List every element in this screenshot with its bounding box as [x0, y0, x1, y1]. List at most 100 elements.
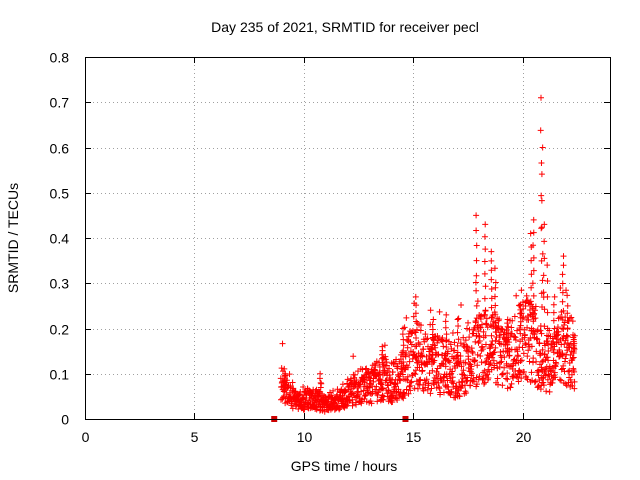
y-tick-label: 0.3	[50, 276, 70, 292]
data-point	[356, 381, 363, 388]
data-point	[450, 380, 457, 387]
data-point	[541, 340, 548, 347]
data-point	[463, 378, 470, 385]
data-point	[503, 334, 510, 341]
data-point	[399, 371, 406, 378]
data-point	[486, 361, 493, 368]
data-point	[556, 376, 563, 383]
data-point	[473, 212, 480, 219]
data-point	[504, 341, 511, 348]
data-point	[460, 334, 467, 341]
data-point	[429, 346, 436, 353]
data-point	[429, 356, 436, 363]
data-point	[461, 382, 468, 389]
data-point	[417, 376, 424, 383]
data-point	[458, 363, 465, 370]
data-point	[551, 293, 558, 300]
data-point	[455, 336, 462, 343]
data-point	[550, 317, 557, 324]
data-point	[465, 319, 472, 326]
data-point	[503, 327, 510, 334]
data-point	[542, 372, 549, 379]
data-point	[523, 341, 529, 348]
data-point	[481, 233, 488, 240]
data-point	[467, 382, 474, 389]
data-point	[515, 353, 522, 360]
data-point	[562, 380, 569, 387]
data-point	[516, 302, 523, 309]
data-point	[399, 331, 406, 338]
data-point	[499, 382, 506, 389]
data-point	[462, 337, 469, 344]
data-point	[543, 388, 550, 395]
data-point	[559, 325, 566, 332]
data-point	[503, 375, 510, 382]
data-point	[287, 384, 294, 391]
data-point	[457, 340, 464, 347]
data-point	[443, 311, 450, 318]
data-point	[353, 401, 360, 408]
data-point	[496, 316, 503, 323]
data-point	[569, 355, 576, 362]
data-point	[560, 362, 567, 369]
x-tick-label: 0	[82, 429, 90, 445]
data-point	[443, 337, 450, 344]
data-point	[401, 366, 408, 373]
data-point	[509, 317, 516, 324]
data-point	[538, 171, 545, 178]
data-point	[540, 382, 547, 389]
data-point	[541, 351, 548, 358]
data-point	[481, 295, 488, 302]
data-point	[504, 330, 511, 337]
data-point	[481, 379, 488, 386]
data-point	[527, 230, 534, 237]
data-point	[524, 324, 531, 331]
x-tick-labels: 0 5 10 15 20	[82, 429, 532, 445]
data-point	[327, 389, 333, 396]
data-point	[528, 284, 535, 291]
data-point	[530, 267, 537, 274]
data-point	[561, 322, 568, 329]
data-point	[401, 392, 408, 399]
x-axis-label: GPS time / hours	[291, 458, 398, 474]
data-point	[488, 295, 495, 302]
data-point	[501, 354, 508, 361]
data-point	[560, 326, 567, 333]
data-point	[344, 376, 351, 383]
data-point	[539, 250, 546, 257]
data-point	[530, 305, 537, 312]
data-point	[470, 378, 477, 385]
data-point	[400, 336, 407, 343]
data-point	[534, 326, 541, 333]
data-point	[545, 357, 552, 364]
data-point	[560, 307, 567, 314]
data-point	[368, 400, 375, 407]
data-point	[492, 328, 499, 335]
data-point	[381, 342, 388, 349]
data-point	[479, 346, 486, 353]
data-point	[544, 277, 551, 284]
data-point	[570, 334, 577, 341]
data-point	[540, 289, 547, 296]
data-point	[520, 350, 527, 357]
data-point	[559, 298, 566, 305]
data-point	[473, 242, 480, 249]
data-point	[478, 359, 485, 366]
x-tick-label: 5	[191, 429, 199, 445]
data-point	[491, 265, 498, 272]
data-point	[527, 335, 534, 342]
data-point	[400, 364, 407, 371]
data-point	[443, 343, 450, 350]
data-point	[538, 159, 545, 166]
data-point	[525, 316, 532, 323]
data-point	[550, 338, 557, 345]
data-point	[492, 311, 499, 318]
data-point	[371, 366, 378, 373]
data-point	[466, 334, 473, 341]
data-point	[474, 298, 481, 305]
data-point	[377, 380, 384, 387]
data-point	[396, 393, 403, 400]
data-point	[411, 370, 417, 377]
data-point	[544, 262, 551, 269]
data-point	[451, 347, 458, 354]
